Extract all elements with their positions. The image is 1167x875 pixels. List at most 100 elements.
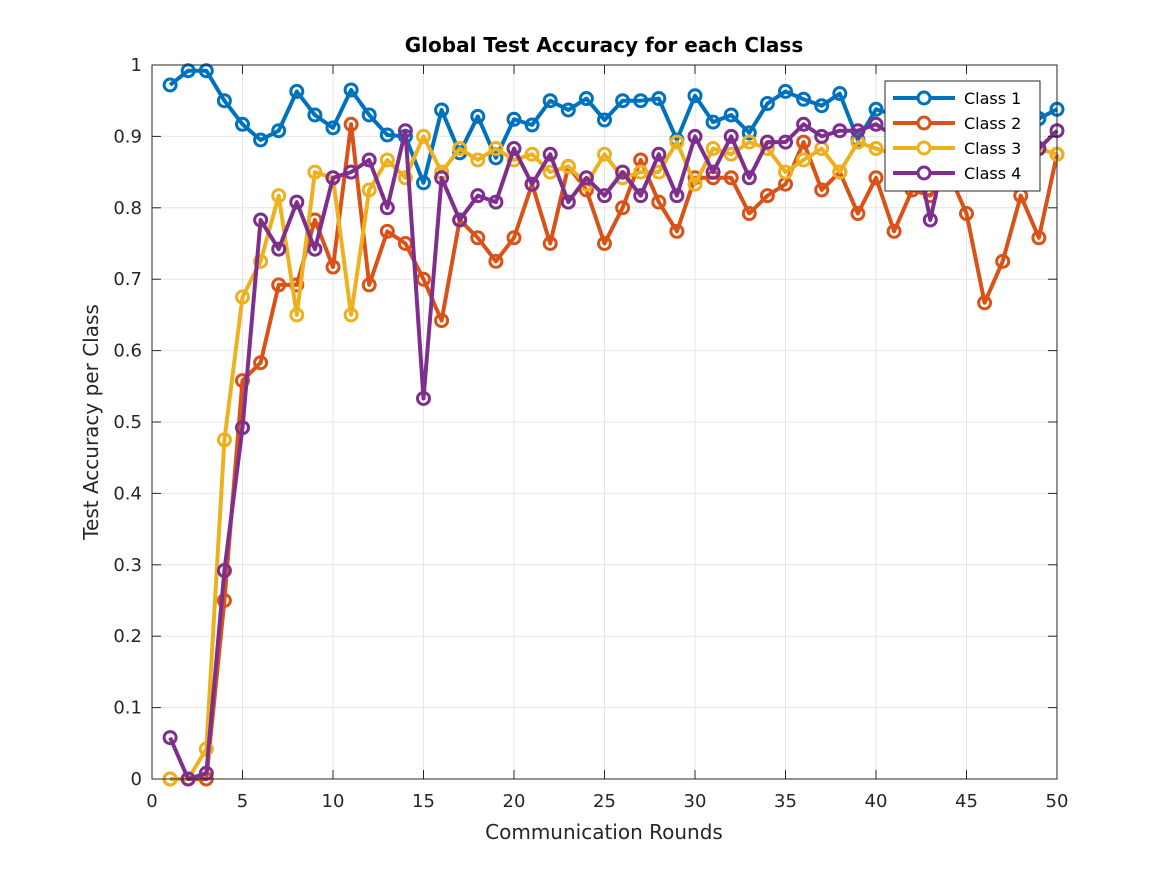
data-point (796, 134, 812, 150)
y-tick-label: 0.2 (113, 626, 142, 647)
data-point (597, 188, 612, 204)
data-point (868, 116, 884, 132)
data-point (651, 146, 667, 162)
data-point (778, 164, 793, 180)
data-point (343, 116, 359, 132)
data-point (162, 730, 178, 746)
chart-title: Global Test Accuracy for each Class (405, 33, 804, 57)
y-tick-label: 0.3 (113, 555, 142, 576)
data-point (271, 241, 287, 257)
data-point (307, 107, 323, 123)
data-point (434, 313, 450, 329)
data-point (506, 111, 522, 127)
data-point (162, 77, 178, 93)
legend-marker (916, 140, 932, 156)
x-tick-label: 20 (503, 791, 526, 812)
data-point (560, 158, 576, 174)
x-tick-label: 40 (865, 791, 888, 812)
data-point (361, 277, 377, 293)
data-point (379, 223, 395, 239)
data-point (488, 141, 504, 157)
data-point (832, 164, 848, 180)
y-tick-label: 0.7 (113, 269, 142, 290)
data-point (995, 253, 1011, 269)
data-point (416, 271, 431, 287)
data-point (741, 125, 757, 141)
data-point (723, 170, 739, 186)
data-point (253, 132, 269, 148)
data-point (560, 194, 576, 210)
legend-label: Class 4 (964, 164, 1021, 183)
data-point (850, 206, 866, 222)
data-point (542, 236, 558, 251)
data-point (922, 212, 938, 228)
data-point (977, 295, 993, 311)
data-point (868, 170, 884, 186)
x-tick-label: 25 (593, 791, 616, 812)
data-point (524, 176, 540, 192)
data-point (723, 107, 739, 123)
data-point (488, 253, 504, 269)
data-point (416, 390, 431, 406)
data-point (397, 170, 413, 186)
data-point (687, 176, 703, 192)
data-point (886, 223, 902, 239)
data-point (397, 123, 413, 139)
data-point (343, 164, 359, 180)
data-point (488, 150, 504, 166)
data-point (687, 128, 703, 144)
legend-marker (916, 165, 932, 181)
data-point (615, 93, 631, 109)
y-tick-label: 0.5 (113, 412, 142, 433)
data-point (669, 134, 685, 150)
data-point (959, 206, 974, 222)
x-tick-label: 50 (1046, 791, 1069, 812)
data-point (452, 141, 468, 157)
data-point (524, 146, 540, 162)
legend-marker (916, 115, 932, 131)
data-point (597, 146, 612, 162)
data-point (669, 223, 685, 239)
y-tick-label: 0 (131, 769, 142, 790)
data-point (452, 212, 468, 228)
data-point (416, 175, 431, 191)
data-point (235, 116, 250, 132)
data-point (235, 289, 250, 305)
data-point (741, 134, 757, 150)
x-tick-label: 45 (955, 791, 978, 812)
data-point (289, 194, 305, 210)
data-point (271, 123, 287, 139)
legend-label: Class 3 (964, 139, 1021, 158)
data-point (416, 128, 431, 144)
data-point (434, 102, 450, 118)
data-point (361, 152, 377, 168)
data-point (343, 307, 359, 323)
data-point (778, 134, 793, 150)
data-point (741, 206, 757, 222)
y-tick-label: 0.9 (113, 126, 142, 147)
data-point (216, 593, 232, 608)
data-point (796, 116, 812, 132)
data-point (470, 188, 486, 204)
y-axis-title: Test Accuracy per Class (79, 304, 103, 541)
y-tick-label: 0.4 (113, 483, 142, 504)
legend-label: Class 1 (964, 89, 1021, 108)
data-point (651, 194, 667, 210)
data-point (524, 117, 540, 133)
data-point (560, 102, 576, 118)
data-point (542, 146, 558, 162)
data-point (216, 432, 232, 448)
x-tick-label: 30 (684, 791, 707, 812)
data-point (832, 123, 848, 139)
data-point (470, 108, 486, 124)
data-point (705, 114, 721, 130)
y-tick-label: 1 (131, 55, 142, 76)
data-point (578, 170, 594, 186)
data-point (651, 91, 667, 107)
data-point (669, 188, 685, 204)
axis-ticks: 0 5 10 15 20 25 30 35 40 45 50 0 0.1 0.2 0.3 0.4 0.5 0.6 0… (113, 55, 1068, 812)
data-point (615, 200, 631, 216)
data-point (759, 134, 775, 150)
data-point (379, 127, 395, 143)
